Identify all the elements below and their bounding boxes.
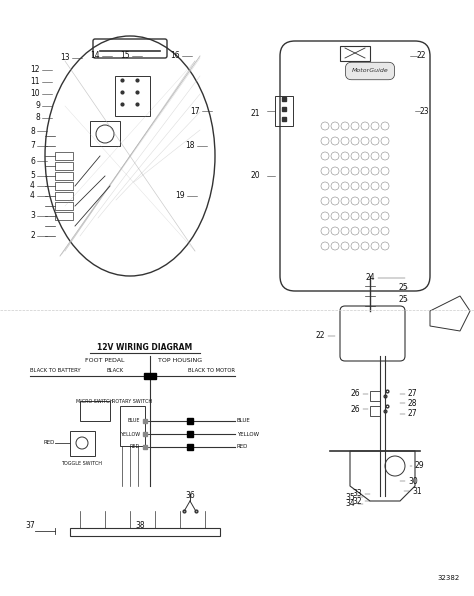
Bar — [370, 391, 380, 401]
Text: 24: 24 — [365, 274, 375, 283]
Text: 6: 6 — [30, 157, 35, 166]
Text: 32382: 32382 — [438, 575, 460, 581]
Text: 26: 26 — [350, 390, 360, 399]
Text: 36: 36 — [185, 492, 195, 501]
Text: 35: 35 — [345, 492, 355, 501]
Text: 14: 14 — [91, 51, 100, 61]
Bar — [370, 406, 380, 416]
Bar — [55, 192, 73, 200]
Text: 15: 15 — [120, 51, 130, 61]
Text: BLACK TO BATTERY: BLACK TO BATTERY — [30, 368, 81, 373]
Text: YELLOW: YELLOW — [237, 432, 259, 436]
Text: 20: 20 — [250, 172, 260, 181]
Bar — [120, 406, 145, 446]
Text: BLACK: BLACK — [107, 368, 124, 373]
Text: RED: RED — [130, 445, 140, 449]
Text: 29: 29 — [415, 461, 425, 470]
Text: 11: 11 — [30, 77, 40, 86]
Text: 28: 28 — [408, 399, 418, 408]
Text: 18: 18 — [185, 141, 195, 151]
Text: BLUE: BLUE — [128, 418, 140, 424]
Text: 8: 8 — [35, 113, 40, 123]
Text: 25: 25 — [398, 284, 408, 293]
Bar — [55, 152, 73, 160]
Text: 13: 13 — [60, 54, 70, 63]
Text: 8: 8 — [30, 126, 35, 135]
Text: 32: 32 — [352, 496, 362, 505]
Bar — [55, 182, 73, 190]
Bar — [55, 202, 73, 210]
Text: 27: 27 — [408, 409, 418, 418]
Text: 21: 21 — [250, 108, 260, 117]
Text: 23: 23 — [420, 107, 429, 116]
Text: 12V WIRING DIAGRAM: 12V WIRING DIAGRAM — [97, 343, 192, 352]
Bar — [70, 431, 95, 456]
Text: YELLOW: YELLOW — [120, 432, 140, 436]
Text: 38: 38 — [135, 522, 145, 530]
Text: 2: 2 — [30, 231, 35, 241]
Text: RED: RED — [44, 440, 55, 445]
Text: 30: 30 — [408, 476, 418, 486]
Text: 22: 22 — [316, 331, 325, 340]
Bar — [90, 121, 120, 146]
Text: MotorGuide: MotorGuide — [352, 69, 388, 73]
Text: 33: 33 — [352, 489, 362, 498]
Text: 16: 16 — [170, 51, 180, 61]
Text: 7: 7 — [30, 141, 35, 151]
Bar — [340, 46, 370, 61]
Text: FOOT PEDAL: FOOT PEDAL — [85, 359, 125, 364]
Bar — [55, 172, 73, 180]
Bar — [55, 162, 73, 170]
Text: BLUE: BLUE — [237, 418, 251, 424]
Text: MICRO SWITCH: MICRO SWITCH — [76, 399, 114, 404]
Text: 4: 4 — [30, 191, 35, 200]
Text: TOP HOUSING: TOP HOUSING — [158, 359, 202, 364]
Bar — [80, 401, 110, 421]
Text: 31: 31 — [412, 486, 422, 495]
Text: 27: 27 — [408, 390, 418, 399]
Text: 4: 4 — [30, 182, 35, 191]
Text: 26: 26 — [350, 405, 360, 414]
Text: 3: 3 — [30, 212, 35, 221]
Text: 10: 10 — [30, 89, 40, 98]
Text: RED: RED — [237, 445, 248, 449]
Text: ROTARY SWITCH: ROTARY SWITCH — [112, 399, 152, 404]
Bar — [70, 528, 220, 536]
Text: 37: 37 — [25, 522, 35, 530]
Text: TOGGLE SWITCH: TOGGLE SWITCH — [62, 461, 102, 466]
Text: 22: 22 — [417, 51, 427, 61]
Text: 34: 34 — [345, 499, 355, 508]
Text: 5: 5 — [30, 172, 35, 181]
Text: 17: 17 — [191, 107, 200, 116]
Text: 19: 19 — [175, 191, 185, 200]
Bar — [275, 96, 293, 126]
Text: 12: 12 — [30, 66, 40, 74]
Text: 25: 25 — [398, 296, 408, 305]
Bar — [55, 212, 73, 220]
Text: BLACK TO MOTOR: BLACK TO MOTOR — [188, 368, 235, 373]
Bar — [115, 76, 150, 116]
Text: 9: 9 — [35, 101, 40, 110]
